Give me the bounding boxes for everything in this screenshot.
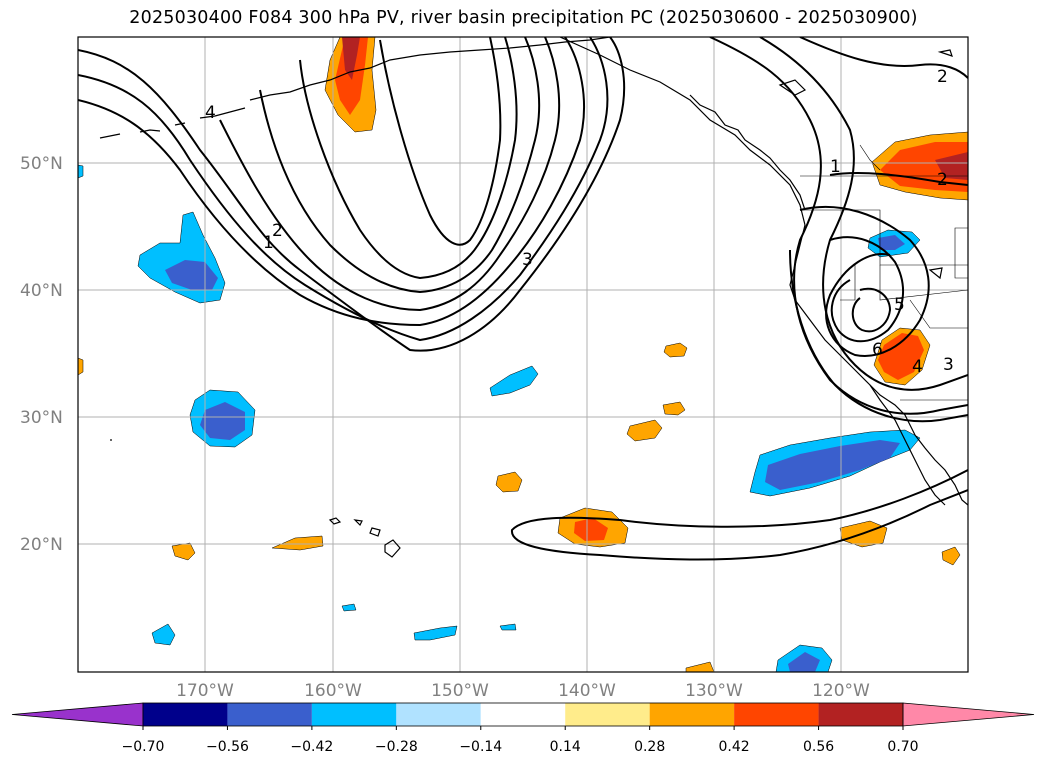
svg-text:6: 6 [872, 340, 883, 360]
lon-label: 120°W [812, 681, 870, 701]
colorbar-tick-label: 0.28 [634, 739, 665, 755]
political-borders [800, 144, 968, 401]
figure-title: 2025030400 F084 300 hPa PV, river basin … [129, 8, 918, 28]
colorbar-ticks: −0.70 −0.56 −0.42 −0.28 −0.14 0.14 0.28 0.42 0.5… [122, 726, 919, 755]
colorbar-tick-label: 0.14 [550, 739, 581, 755]
contour-label: 1 [830, 157, 841, 177]
colorbar-segment [480, 703, 566, 726]
colorbar-segment [227, 703, 312, 726]
latitude-labels: 50°N 40°N 30°N 20°N [20, 154, 63, 555]
contour-label: 2 [272, 221, 283, 241]
colorbar-tick-label: −0.70 [122, 739, 165, 755]
colorbar-tick-label: −0.28 [375, 739, 418, 755]
colorbar-segment [143, 703, 228, 726]
contour-label: 2 [937, 170, 948, 190]
map-panel: 4 1 2 3 5 2 1 3 2 4 6 [77, 36, 969, 673]
lat-label: 50°N [20, 154, 63, 174]
contour-label: 3 [943, 355, 954, 375]
lat-label: 40°N [20, 281, 63, 301]
lon-label: 170°W [176, 681, 234, 701]
longitude-labels: 170°W 160°W 150°W 140°W 130°W 120°W [176, 681, 870, 701]
lon-label: 130°W [685, 681, 743, 701]
contour-label: 1 [263, 233, 274, 253]
lon-label: 150°W [431, 681, 489, 701]
svg-text:4: 4 [912, 357, 923, 377]
colorbar-segment [734, 703, 819, 726]
contour-label: 3 [522, 250, 533, 270]
map-frame [77, 36, 969, 673]
colorbar: −0.70 −0.56 −0.42 −0.28 −0.14 0.14 0.28 0.42 0.5… [11, 702, 1035, 755]
svg-text:2: 2 [937, 67, 948, 87]
colorbar-segment [649, 703, 735, 726]
colorbar-tick-label: −0.14 [459, 739, 502, 755]
colorbar-segment [565, 703, 650, 726]
map-content: 4 1 2 3 5 2 1 3 2 4 6 [78, 37, 968, 672]
lat-label: 20°N [20, 535, 63, 555]
colorbar-segment [396, 703, 481, 726]
colorbar-segment [818, 703, 903, 726]
lon-label: 160°W [304, 681, 362, 701]
colorbar-tick-label: 0.70 [887, 739, 918, 755]
contour-label: 5 [894, 295, 905, 315]
colorbar-segment [311, 703, 397, 726]
colorbar-tick-label: −0.56 [206, 739, 249, 755]
colorbar-segments [11, 702, 1035, 727]
lat-label: 30°N [20, 408, 63, 428]
colorbar-tick-label: −0.42 [290, 739, 333, 755]
pv-contours [78, 37, 968, 561]
colorbar-tick-label: 0.56 [803, 739, 834, 755]
contour-label: 4 [205, 103, 216, 123]
precip-positive-regions [78, 37, 968, 672]
contour-labels: 4 1 2 3 5 2 1 3 2 4 6 [205, 67, 954, 377]
colorbar-tick-label: 0.42 [719, 739, 750, 755]
colorbar-extend-high [902, 702, 1035, 727]
colorbar-extend-low [11, 702, 144, 727]
lon-label: 140°W [558, 681, 616, 701]
